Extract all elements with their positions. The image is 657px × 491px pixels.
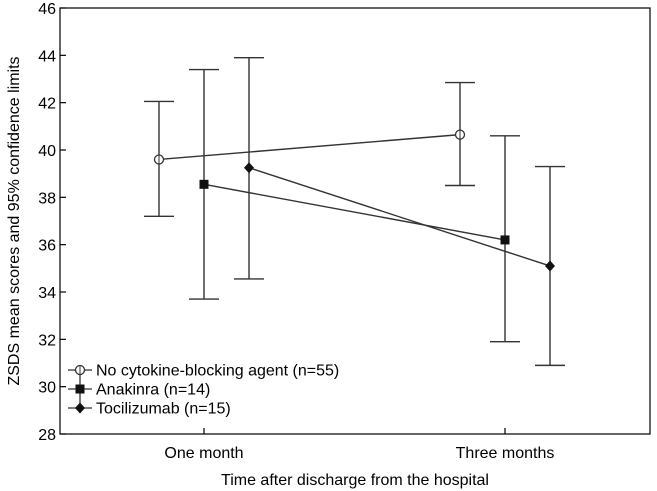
series-line [203, 183, 506, 241]
y-tick-label: 30 [38, 380, 56, 397]
y-tick-label: 38 [38, 190, 56, 207]
y-axis: 28 30 32 34 36 38 40 42 44 46 [38, 1, 66, 444]
y-tick-label: 34 [38, 285, 56, 302]
y-tick-label: 44 [38, 48, 56, 65]
series-layer [144, 57, 565, 367]
y-tick-label: 46 [38, 1, 56, 18]
y-tick-label: 28 [38, 427, 56, 444]
x-axis: One month Three months [164, 428, 554, 462]
series-line [158, 133, 461, 161]
point-filled-square [500, 235, 510, 245]
y-axis-title: ZSDS mean scores and 95% confidence limi… [6, 56, 23, 385]
y-tick-label: 42 [38, 96, 56, 113]
point-filled-diamond [244, 162, 254, 174]
y-tick-label: 40 [38, 143, 56, 160]
series-line [248, 167, 551, 267]
plot-frame [59, 7, 651, 435]
legend-label: Tocilizumab (n=15) [96, 401, 231, 418]
x-tick-label: Three months [456, 445, 555, 462]
series-0 [144, 81, 475, 217]
y-tick-label: 36 [38, 238, 56, 255]
point-filled-square [75, 384, 85, 394]
point-filled-diamond [545, 260, 555, 272]
series-1 [189, 68, 520, 343]
y-tick-label: 32 [38, 332, 56, 349]
point-filled-square [199, 179, 209, 189]
series-2 [234, 57, 565, 367]
x-tick-label: One month [164, 445, 243, 462]
legend-label: No cytokine-blocking agent (n=55) [96, 363, 339, 380]
x-axis-title: Time after discharge from the hospital [221, 472, 489, 489]
legend-label: Anakinra (n=14) [96, 382, 210, 399]
legend: No cytokine-blocking agent (n=55) Anakinr… [68, 363, 339, 418]
point-filled-diamond [75, 402, 85, 414]
